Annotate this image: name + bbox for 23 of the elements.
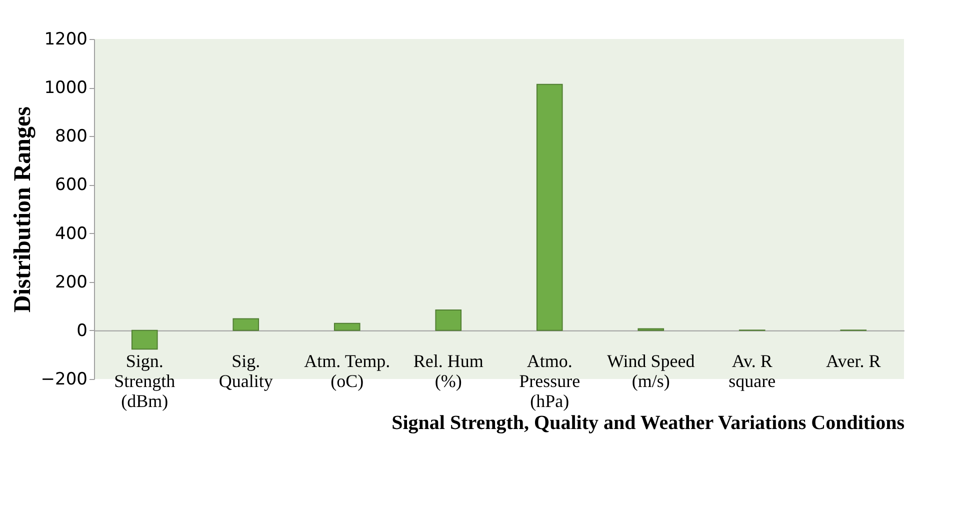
x-tick-label: Sig. Quality xyxy=(218,350,273,391)
y-tick-label: 200 xyxy=(55,272,88,292)
y-tick-label: 1000 xyxy=(44,78,88,98)
bar xyxy=(435,310,462,331)
y-tick-label: 800 xyxy=(55,126,88,147)
x-axis-title: Signal Strength, Quality and Weather Variations Conditions xyxy=(392,412,905,434)
y-tick-label: 1200 xyxy=(44,30,88,50)
x-tick-label: Atmo. Pressure (hPa) xyxy=(519,350,580,411)
y-tick-label: −200 xyxy=(40,370,88,390)
y-tick-label: 600 xyxy=(55,175,88,196)
x-tick-label: Wind Speed (m/s) xyxy=(606,350,695,391)
bar xyxy=(131,330,158,350)
bar xyxy=(536,84,563,331)
x-tick-label: Av. R square xyxy=(728,350,776,391)
x-tick-label: Aver. R xyxy=(826,350,881,371)
x-tick-label: Rel. Hum (%) xyxy=(413,350,484,391)
y-axis-title: Distribution Ranges xyxy=(10,106,36,313)
y-tick-label: 400 xyxy=(55,224,88,244)
x-tick-label: Atm. Temp. (oC) xyxy=(304,350,390,391)
bar xyxy=(334,322,360,331)
x-tick-label: Sign. Strength (dBm) xyxy=(114,350,176,411)
y-tick-label: 0 xyxy=(76,320,88,341)
bar xyxy=(232,318,260,331)
